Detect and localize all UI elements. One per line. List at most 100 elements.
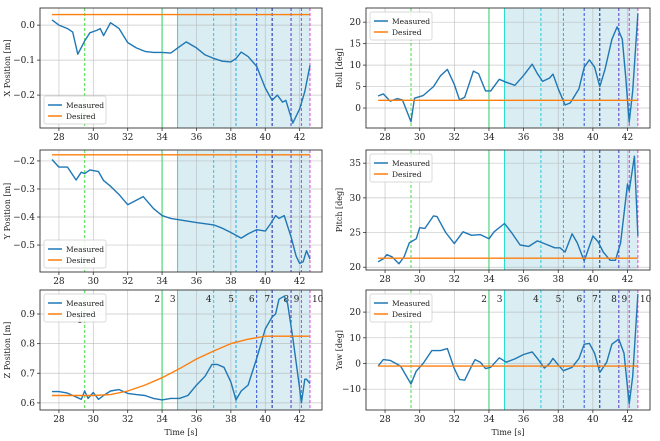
legend-label-desired: Desired <box>66 310 96 319</box>
x-tick-label: 32 <box>449 415 460 425</box>
x-tick-label: 28 <box>53 133 65 143</box>
x-tick-label: 28 <box>379 415 391 425</box>
legend-box <box>43 239 107 269</box>
shaded-interval <box>504 8 638 128</box>
x-tick-label: 32 <box>449 133 460 143</box>
event-label-2: 2 <box>154 295 160 305</box>
x-tick-label: 32 <box>449 275 460 285</box>
y-tick-label: 10 <box>350 334 362 344</box>
x-tick-label: 34 <box>156 133 168 143</box>
x-tick-label: 42 <box>622 275 633 285</box>
y-tick-label: −0.3 <box>13 185 35 195</box>
x-tick-label: 28 <box>379 275 391 285</box>
y-tick-label: −0.1 <box>13 56 35 66</box>
x-tick-label: 40 <box>260 277 272 287</box>
x-tick-label: 34 <box>156 277 168 287</box>
event-label-9: 9 <box>294 295 300 305</box>
x-tick-label: 40 <box>587 275 599 285</box>
y-axis-label: Yaw [deg] <box>335 330 344 371</box>
x-tick-label: 38 <box>225 277 237 287</box>
x-tick-label: 38 <box>225 415 237 425</box>
series-desired <box>52 335 310 397</box>
axes-frame <box>39 149 323 273</box>
subplot-2: 28 30 32 34 36 38 40 42 0 5 10 15 20 Roll [deg] Measur… <box>335 7 651 143</box>
x-tick-label: 38 <box>552 133 564 143</box>
x-tick-label: 30 <box>414 415 426 425</box>
x-tick-label: 42 <box>294 133 305 143</box>
event-label-3: 3 <box>170 295 176 305</box>
x-tick-label: 40 <box>587 133 599 143</box>
y-tick-label: 0 <box>355 359 361 369</box>
event-label-6: 6 <box>576 295 582 305</box>
y-tick-label: 20 <box>350 308 362 318</box>
x-tick-label: 36 <box>518 133 530 143</box>
x-tick-label: 42 <box>622 133 633 143</box>
y-axis-label: Z Position [m] <box>3 322 12 379</box>
legend-label-desired: Desired <box>392 28 422 37</box>
shaded-interval <box>504 290 638 410</box>
x-tick-label: 36 <box>518 415 530 425</box>
x-tick-label: 28 <box>53 277 65 287</box>
legend: Measured Desired <box>369 153 433 183</box>
series-measured <box>51 19 311 124</box>
axes-frame <box>39 7 323 129</box>
x-tick-label: 40 <box>260 133 272 143</box>
event-label-7: 7 <box>264 295 270 305</box>
y-tick-label: 0.7 <box>21 369 36 379</box>
legend-label-measured: Measured <box>66 101 104 110</box>
event-label-4: 4 <box>533 295 539 305</box>
y-tick-label: 10 <box>350 61 362 71</box>
legend-label-desired: Desired <box>392 170 422 179</box>
y-tick-label: 5 <box>355 83 361 93</box>
event-label-10: 10 <box>640 295 652 305</box>
y-tick-label: 35 <box>350 159 362 169</box>
y-tick-label: 0 <box>355 104 361 114</box>
legend-box <box>43 293 107 323</box>
y-tick-label: 30 <box>350 194 362 204</box>
y-tick-label: 0.8 <box>21 340 36 350</box>
y-tick-label: 0.0 <box>21 21 36 31</box>
y-tick-label: −0.2 <box>13 91 35 101</box>
legend-label-measured: Measured <box>66 245 104 254</box>
x-tick-label: 40 <box>587 415 599 425</box>
x-tick-label: 36 <box>191 133 203 143</box>
axes-frame <box>365 149 651 271</box>
x-tick-label: 40 <box>260 415 272 425</box>
event-label-10: 10 <box>312 295 324 305</box>
y-tick-label: 25 <box>350 229 362 239</box>
legend: Measured Desired <box>369 293 433 323</box>
series-measured <box>52 295 311 404</box>
y-axis-label: X Position [m] <box>3 40 12 97</box>
x-tick-label: 34 <box>156 415 168 425</box>
x-tick-label: 30 <box>88 133 100 143</box>
series-measured <box>377 155 639 265</box>
event-label-4: 4 <box>206 295 212 305</box>
x-tick-label: 30 <box>414 133 426 143</box>
x-tick-label: 28 <box>53 415 65 425</box>
event-label-5: 5 <box>556 295 562 305</box>
event-label-8: 8 <box>611 295 617 305</box>
x-tick-label: 36 <box>518 275 530 285</box>
y-tick-label: −0.5 <box>13 241 35 251</box>
x-tick-label: 36 <box>191 415 203 425</box>
axes-frame <box>365 289 651 411</box>
legend-box <box>43 95 107 125</box>
x-tick-label: 38 <box>552 275 564 285</box>
legend-box <box>369 153 433 183</box>
x-tick-label: 38 <box>552 415 564 425</box>
y-axis-label: Pitch [deg] <box>335 188 344 233</box>
y-axis-label: Roll [deg] <box>335 48 344 88</box>
event-label-9: 9 <box>621 295 627 305</box>
series-measured <box>377 13 639 123</box>
event-label-2: 2 <box>481 295 487 305</box>
series-measured <box>51 159 311 264</box>
legend-label-measured: Measured <box>392 17 430 26</box>
x-tick-label: 42 <box>294 415 305 425</box>
x-tick-label: 42 <box>622 415 633 425</box>
shaded-interval <box>177 150 310 272</box>
x-axis-label: Time [s] <box>164 428 197 437</box>
x-tick-label: 38 <box>225 133 237 143</box>
